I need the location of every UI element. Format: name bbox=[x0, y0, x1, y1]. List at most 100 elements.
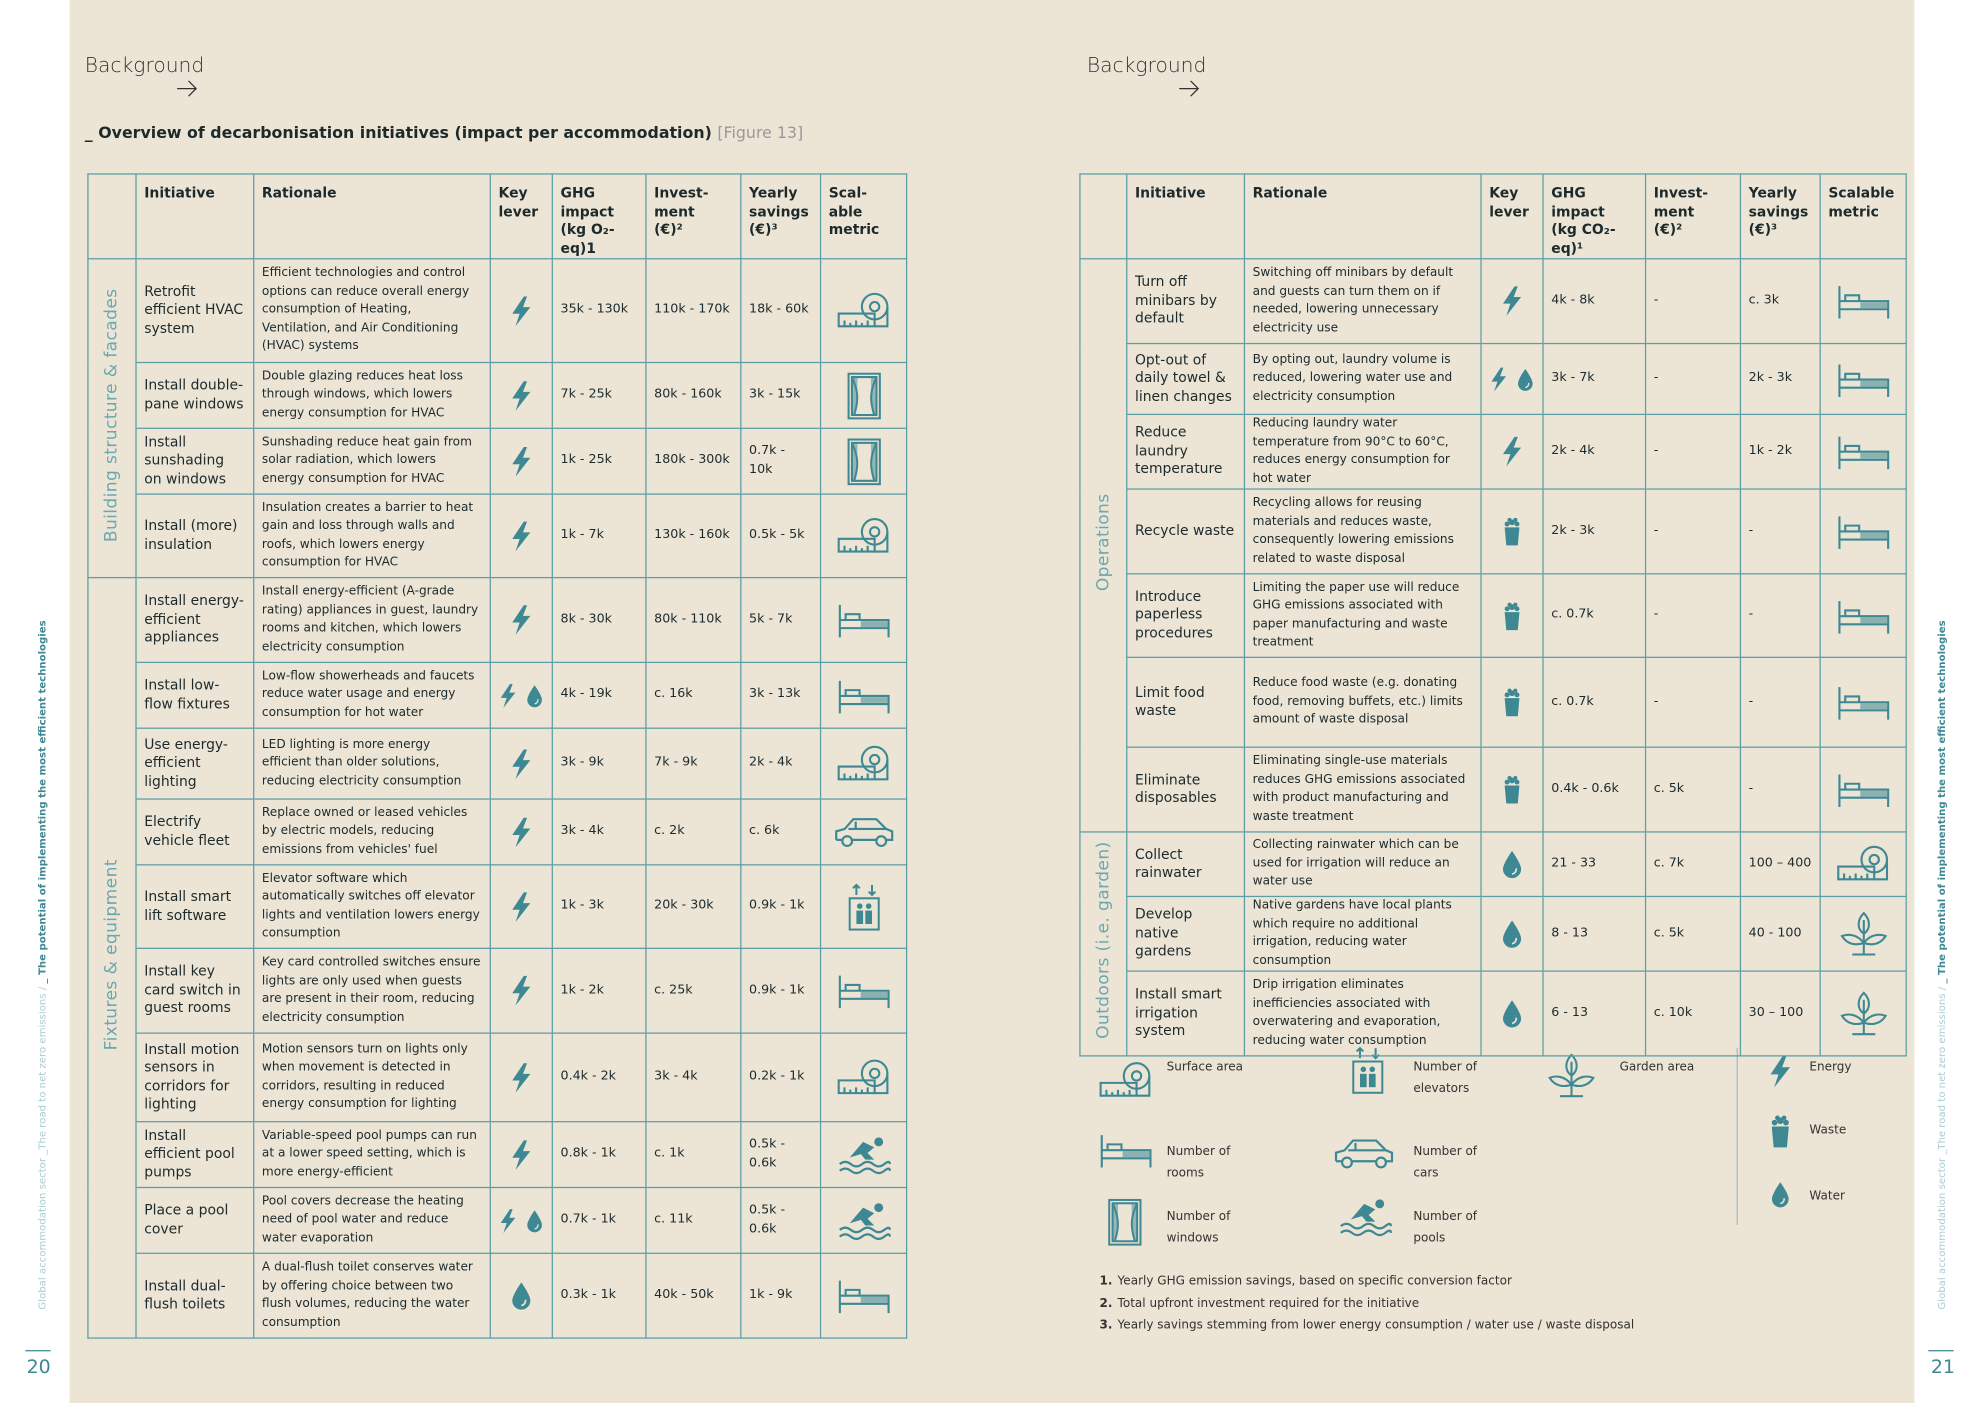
metric-icon bbox=[836, 600, 892, 640]
footnote-number: 1. bbox=[1099, 1274, 1113, 1289]
initiative-row: Limit food waste Reduce food waste (e.g. … bbox=[1080, 656, 1907, 748]
scalable-metric bbox=[819, 1252, 908, 1339]
rationale: Limiting the paper use will reduce GHG e… bbox=[1243, 573, 1482, 658]
yearly-savings: 3k - 13k bbox=[740, 661, 822, 729]
scalable-metric bbox=[1819, 970, 1907, 1057]
lever-icon-shape bbox=[501, 683, 516, 707]
lever-icon-shape bbox=[512, 1283, 530, 1310]
yearly-savings: - bbox=[1739, 656, 1821, 748]
rationale: Low-flow showerheads and faucets reduce … bbox=[253, 661, 491, 729]
ghg-impact: c. 0.7k bbox=[1542, 573, 1647, 658]
ghg-impact: 7k - 25k bbox=[551, 361, 647, 429]
metric-icon bbox=[836, 1275, 892, 1315]
metric-icon bbox=[1835, 844, 1891, 884]
initiative: Install (more) insulation bbox=[135, 493, 255, 579]
metric-icon bbox=[832, 813, 895, 851]
initiative-row: Fixtures & equipment Install energy-effic… bbox=[87, 576, 908, 1339]
lever-icon bbox=[1496, 845, 1529, 883]
yearly-savings: 2k - 4k bbox=[740, 727, 822, 800]
metric-icon-shape bbox=[848, 373, 879, 418]
metric-icon-shape bbox=[839, 605, 888, 637]
initiative: Limit food waste bbox=[1126, 656, 1246, 748]
key-lever bbox=[1480, 970, 1544, 1057]
lever-icon bbox=[1496, 995, 1529, 1033]
investment: 20k - 30k bbox=[645, 864, 742, 949]
ghg-impact: 0.3k - 1k bbox=[551, 1252, 647, 1339]
ghg-impact: 4k - 8k bbox=[1542, 258, 1647, 345]
metric-icon bbox=[1835, 431, 1891, 471]
yearly-savings: 0.9k - 1k bbox=[740, 864, 822, 949]
page-number: 20 bbox=[26, 1355, 51, 1378]
yearly-savings: 0.5k - 0.6k bbox=[740, 1121, 822, 1189]
initiative-row: Develop native gardens Native gardens hav… bbox=[1080, 895, 1907, 972]
metric-icon bbox=[836, 675, 892, 715]
scalable-metric bbox=[1819, 342, 1907, 416]
scalable-metric bbox=[1819, 488, 1907, 575]
lever-icon bbox=[505, 972, 538, 1010]
scalable-metric bbox=[819, 576, 908, 664]
lever-icon bbox=[505, 601, 538, 639]
lever-icon bbox=[1496, 433, 1529, 471]
investment: - bbox=[1644, 413, 1742, 490]
investment: 40k - 50k bbox=[645, 1252, 742, 1339]
header-cell: Scal- able metric bbox=[819, 173, 908, 260]
key-lever bbox=[1480, 573, 1544, 658]
key-lever bbox=[489, 1032, 553, 1123]
yearly-savings: 0.9k - 1k bbox=[740, 947, 822, 1034]
yearly-savings: 5k - 7k bbox=[740, 576, 822, 664]
lever-icon bbox=[521, 1201, 548, 1239]
lever-icon-shape bbox=[527, 1210, 542, 1232]
figure-title: _ Overview of decarbonisation initiative… bbox=[85, 123, 803, 142]
header-cell: GHG impact (kg CO₂-eq)¹ bbox=[1542, 173, 1647, 260]
figure-title-text: _ Overview of decarbonisation initiative… bbox=[84, 122, 712, 142]
initiative-row: Install smart irrigation system Drip irri… bbox=[1080, 970, 1907, 1057]
initiative-row: Install double-pane windows Double glazin… bbox=[88, 361, 908, 429]
lever-icon bbox=[1512, 360, 1539, 398]
legend-icon bbox=[1772, 1182, 1789, 1207]
initiative: Install efficient pool pumps bbox=[135, 1121, 255, 1189]
metric-icon-shape bbox=[1839, 774, 1888, 806]
yearly-savings: 100 – 400 bbox=[1739, 831, 1821, 898]
initiative: Install dual-flush toilets bbox=[135, 1252, 255, 1339]
right-margin bbox=[1914, 0, 1984, 1403]
metric-icon bbox=[1835, 281, 1891, 321]
footnote: 3. Yearly savings stemming from lower ene… bbox=[1100, 1318, 1635, 1332]
legend-label: Waste bbox=[1809, 1123, 1847, 1138]
rationale: Recycling allows for reusing materials a… bbox=[1243, 488, 1482, 575]
initiative-row: Install key card switch in guest rooms Ke… bbox=[88, 947, 908, 1034]
metric-icon-shape bbox=[848, 439, 879, 484]
metric-icon-shape bbox=[839, 976, 888, 1008]
group-cell: Outdoors (i.e. garden) bbox=[1079, 831, 1128, 1057]
rationale: Pool covers decrease the heating need of… bbox=[253, 1186, 491, 1254]
initiative: Recycle waste bbox=[1126, 488, 1246, 575]
investment: c. 5k bbox=[1644, 746, 1742, 833]
initiative: Install double-pane windows bbox=[135, 361, 255, 429]
investment: 7k - 9k bbox=[645, 727, 742, 800]
header-row: Initiative Rationale Key lever GHG impact (… bbox=[87, 173, 908, 260]
rationale: Reduce food waste (e.g. donating food, r… bbox=[1243, 656, 1482, 748]
legend-icon bbox=[1771, 1056, 1790, 1088]
rationale: Variable-speed pool pumps can run at a l… bbox=[253, 1121, 491, 1189]
metric-icon bbox=[836, 743, 892, 783]
lever-icon-shape bbox=[1503, 437, 1521, 467]
lever-icon-shape bbox=[1505, 518, 1520, 546]
lever-icon bbox=[505, 888, 538, 926]
ghg-impact: 0.7k - 1k bbox=[551, 1186, 647, 1254]
investment: c. 25k bbox=[645, 947, 742, 1034]
metric-icon-shape bbox=[839, 1203, 889, 1239]
arrow-icon bbox=[177, 80, 198, 97]
metric-icon-shape bbox=[1841, 913, 1885, 954]
rationale: LED lighting is more energy efficient th… bbox=[253, 727, 491, 800]
ghg-impact: 0.4k - 2k bbox=[551, 1032, 647, 1123]
rationale: Efficient technologies and control optio… bbox=[253, 258, 491, 364]
key-lever bbox=[489, 1186, 553, 1254]
metric-icon bbox=[836, 1132, 892, 1178]
key-lever bbox=[489, 864, 553, 949]
initiative-row: Opt-out of daily towel & linen changes By… bbox=[1080, 342, 1907, 416]
scalable-metric bbox=[819, 361, 908, 429]
group-label: Outdoors (i.e. garden) bbox=[1093, 841, 1114, 1040]
scalable-metric bbox=[1819, 746, 1907, 833]
footnote: 2. Total upfront investment required for … bbox=[1100, 1296, 1420, 1310]
metric-icon bbox=[836, 290, 892, 330]
yearly-savings: c. 3k bbox=[1739, 258, 1821, 345]
